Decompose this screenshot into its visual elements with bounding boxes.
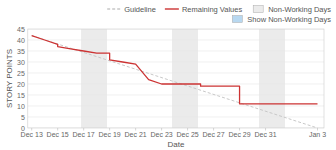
grid-line	[28, 73, 324, 74]
x-tick-label: Dec 29	[228, 131, 250, 138]
y-tick-label: 45	[17, 26, 25, 33]
non-working-span	[81, 29, 107, 128]
series-line	[32, 36, 318, 128]
legend-item: Guideline	[107, 5, 156, 14]
x-tick-label: Dec 23	[151, 131, 173, 138]
legend-label: Show Non-Working Days	[247, 15, 331, 24]
legend-item: Remaining Values	[165, 5, 243, 14]
grid-line	[28, 51, 324, 52]
x-axis: Dec 13Dec 15Dec 17Dec 19Dec 21Dec 23Dec …	[21, 128, 327, 138]
x-tick-label: Dec 27	[202, 131, 224, 138]
legend-label: Non-Working Days	[268, 5, 331, 14]
x-tick-label: Dec 15	[47, 131, 69, 138]
x-tick-label: Dec 31	[254, 131, 276, 138]
x-tick-label: Jan 3	[309, 131, 326, 138]
y-tick-label: 15	[17, 92, 25, 99]
y-tick-label: 25	[17, 70, 25, 77]
legend-swatch	[107, 8, 121, 9]
x-tick-label: Dec 17	[73, 131, 95, 138]
y-tick-label: 20	[17, 81, 25, 88]
legend-item: Show Non-Working Days	[232, 15, 331, 24]
grid-line	[28, 117, 324, 118]
x-tick-label: Dec 13	[21, 131, 43, 138]
y-axis: 051015202530354045	[17, 26, 25, 132]
non-working-span	[172, 29, 198, 128]
chart: Guideline Remaining Values Non-Working Day…	[0, 0, 336, 150]
grid-line	[28, 40, 324, 41]
x-tick-label: Dec 21	[125, 131, 147, 138]
y-tick-label: 30	[17, 59, 25, 66]
legend-swatch	[165, 8, 179, 9]
grid-line	[28, 62, 324, 63]
y-tick-label: 5	[21, 114, 25, 121]
grid-line	[28, 106, 324, 107]
grid-line	[28, 95, 324, 96]
legend: Guideline Remaining Values Non-Working Day…	[107, 5, 331, 24]
plot-frame	[28, 29, 324, 128]
series-line	[32, 36, 318, 104]
x-axis-label: Date	[167, 140, 184, 149]
legend-item: Non-Working Days	[253, 5, 331, 14]
y-tick-label: 35	[17, 48, 25, 55]
legend-label: Guideline	[124, 5, 156, 14]
x-tick-label: Dec 25	[176, 131, 198, 138]
plot-area	[28, 29, 324, 128]
y-tick-label: 10	[17, 103, 25, 110]
y-tick-label: 40	[17, 37, 25, 44]
legend-label: Remaining Values	[182, 5, 243, 14]
y-axis-label: STORY POINTS	[5, 49, 14, 108]
legend-swatch	[232, 16, 242, 23]
x-tick-label: Dec 19	[99, 131, 121, 138]
legend-swatch	[253, 6, 263, 13]
